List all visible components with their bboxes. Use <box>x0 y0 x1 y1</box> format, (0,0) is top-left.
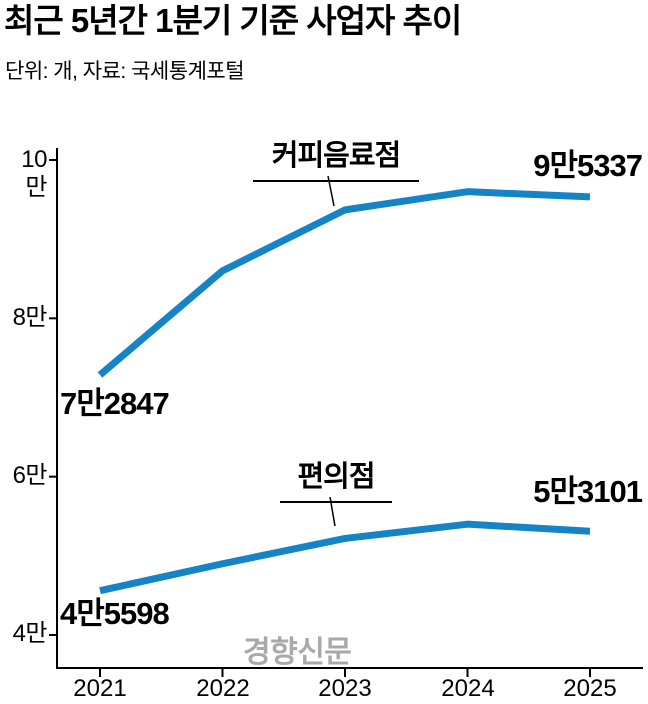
x-axis-label-2023: 2023 <box>318 675 372 702</box>
convenience-2025-value-label: 5만3101 <box>533 474 643 509</box>
x-axis-label-2025: 2025 <box>563 675 617 702</box>
y-axis-tick-label-4man: 4만 <box>12 620 48 647</box>
x-axis-label-2024: 2024 <box>441 675 495 702</box>
newspaper-watermark: 경향신문 <box>243 636 352 669</box>
series-label-coffee-shops: 커피음료점 <box>253 132 419 182</box>
y-axis-tick-label-6man: 6만 <box>12 462 48 489</box>
coffee-2025-value-label: 9만5337 <box>533 148 643 183</box>
coffee-shops-line <box>97 188 591 378</box>
x-axis-label-2021: 2021 <box>73 675 127 702</box>
convenience-2021-value-label: 4만5598 <box>60 596 170 631</box>
convenience-stores-line <box>99 520 591 595</box>
chart-unit-source-note: 단위: 개, 자료: 국세통계포털 <box>5 60 245 83</box>
y-axis-tick-label-8man: 8만 <box>12 304 48 331</box>
page-title: 최근 5년간 1분기 기준 사업자 추이 <box>4 2 462 39</box>
series-label-convenience-stores: 편의점 <box>280 453 392 503</box>
x-axis-label-2022: 2022 <box>196 675 250 702</box>
coffee-2021-value-label: 7만2847 <box>60 386 170 421</box>
y-axis-tick-label-10man: 10만 <box>21 146 47 201</box>
